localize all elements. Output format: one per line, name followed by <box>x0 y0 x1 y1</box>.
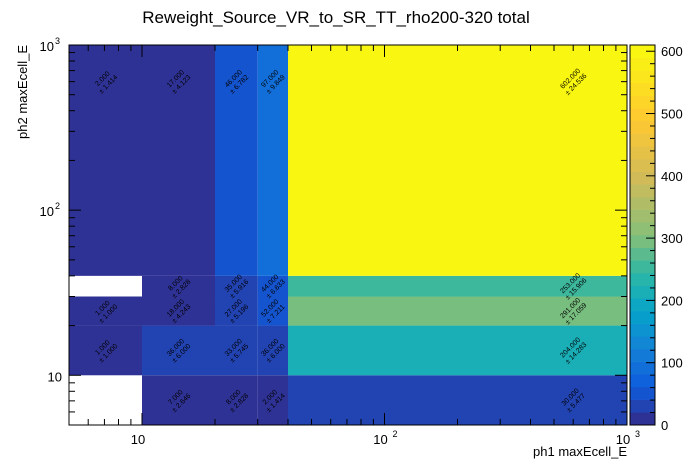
colorbar-band <box>630 273 655 286</box>
x-tick-exponent: 2 <box>392 429 397 439</box>
colorbar-band <box>630 146 655 160</box>
colorbar-band <box>630 412 655 426</box>
colorbar-band <box>630 133 655 147</box>
x-tick-exponent: 3 <box>635 429 640 439</box>
colorbar-frame <box>629 44 656 426</box>
colorbar-band <box>630 336 655 350</box>
colorbar-band <box>630 361 655 375</box>
colorbar-band <box>630 235 655 248</box>
colorbar-tick-label: 500 <box>661 107 683 122</box>
colorbar-band <box>630 108 655 122</box>
colorbar-band <box>630 222 655 236</box>
colorbar-band <box>630 374 655 388</box>
heatmap-cell <box>287 325 627 376</box>
colorbar-band <box>630 387 655 400</box>
colorbar: 0 100 200 300 400 500 600 <box>629 44 683 433</box>
y-tick-label: 10 <box>48 369 62 384</box>
colorbar-tick-label: 600 <box>661 44 683 59</box>
heatmap-cell <box>141 275 215 297</box>
colorbar-tick-label: 400 <box>661 169 683 184</box>
colorbar-band <box>630 311 655 324</box>
x-axis: 10 10 2 10 3 <box>68 45 640 447</box>
plot-frame <box>68 44 628 426</box>
x-tick-label: 10 <box>616 432 630 447</box>
colorbar-tick-label: 300 <box>661 231 683 246</box>
colorbar-band <box>630 57 655 71</box>
heatmap-cell <box>257 296 288 326</box>
heatmap-cell <box>287 375 627 425</box>
y-tick-label: 10 <box>40 204 54 219</box>
colorbar-band <box>630 121 655 134</box>
colorbar-band <box>630 83 655 96</box>
y-tick-exponent: 2 <box>55 201 60 211</box>
heatmap-cell <box>69 325 142 376</box>
heatmap-cell <box>141 325 215 376</box>
colorbar-tick-label: 100 <box>661 356 683 371</box>
colorbar-band <box>630 45 655 58</box>
colorbar-band <box>630 349 655 362</box>
colorbar-band <box>630 298 655 312</box>
y-tick-label: 10 <box>40 39 54 54</box>
heatmap-cell <box>214 45 258 276</box>
colorbar-tick-label: 0 <box>661 418 668 433</box>
colorbar-band <box>630 209 655 223</box>
heatmap-cell <box>257 325 288 376</box>
heatmap-cell <box>257 45 288 276</box>
x-tick-label: 10 <box>373 432 387 447</box>
colorbar-band <box>630 197 655 210</box>
x-axis-label: ph1 maxEcell_E <box>533 444 627 459</box>
heatmap-cell <box>257 375 288 425</box>
y-tick-exponent: 3 <box>55 36 60 46</box>
colorbar-band <box>630 159 655 172</box>
heatmap-cell <box>257 275 288 297</box>
colorbar-band <box>630 260 655 274</box>
x-tick-label: 10 <box>131 432 145 447</box>
heatmap-cell <box>141 296 215 326</box>
colorbar-band <box>630 70 655 84</box>
heatmap-cell <box>69 275 142 297</box>
heatmap-cell <box>214 375 258 425</box>
heatmap-cell <box>287 45 627 276</box>
y-axis-label: ph2 maxEcell_E <box>15 45 30 139</box>
colorbar-band <box>630 95 655 109</box>
colorbar-band <box>630 285 655 299</box>
heatmap-cell <box>141 375 215 425</box>
heatmap-cell <box>69 296 142 326</box>
heatmap-cell <box>141 45 215 276</box>
colorbar-tick-label: 200 <box>661 293 683 308</box>
heatmap-cell <box>214 296 258 326</box>
colorbar-band <box>630 399 655 413</box>
heatmap-cell <box>214 275 258 297</box>
heatmap-cell <box>214 325 258 376</box>
heatmap-cell <box>69 45 142 276</box>
colorbar-band <box>630 323 655 337</box>
chart-title: Reweight_Source_VR_to_SR_TT_rho200-320 t… <box>142 8 529 27</box>
colorbar-band <box>630 247 655 261</box>
colorbar-band <box>630 184 655 198</box>
heatmap-cell <box>287 275 627 297</box>
heatmap-cell <box>69 375 142 425</box>
plot-area <box>69 45 627 425</box>
heatmap-cell <box>287 296 627 326</box>
colorbar-band <box>630 171 655 185</box>
